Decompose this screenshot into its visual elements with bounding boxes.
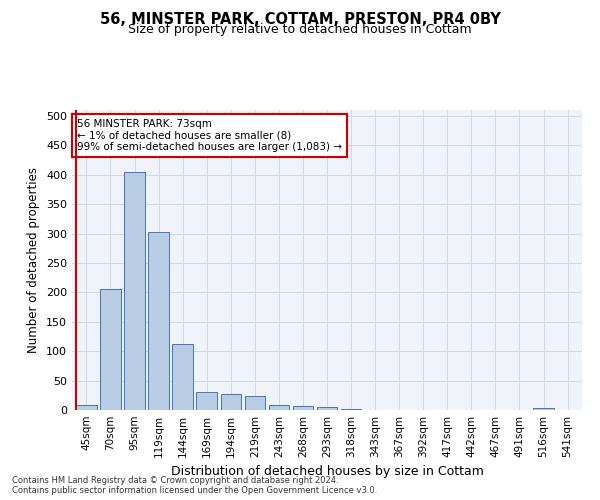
X-axis label: Distribution of detached houses by size in Cottam: Distribution of detached houses by size … [170, 466, 484, 478]
Bar [148, 232, 169, 410]
Bar [317, 407, 337, 410]
Bar [269, 406, 289, 410]
Text: Contains public sector information licensed under the Open Government Licence v3: Contains public sector information licen… [12, 486, 377, 495]
Bar [293, 406, 313, 410]
Bar [76, 406, 97, 410]
Bar [172, 344, 193, 410]
Bar [196, 392, 217, 410]
Text: 56, MINSTER PARK, COTTAM, PRESTON, PR4 0BY: 56, MINSTER PARK, COTTAM, PRESTON, PR4 0… [100, 12, 500, 28]
Bar [245, 396, 265, 410]
Bar [100, 290, 121, 410]
Bar [221, 394, 241, 410]
Text: Size of property relative to detached houses in Cottam: Size of property relative to detached ho… [128, 22, 472, 36]
Text: Contains HM Land Registry data © Crown copyright and database right 2024.: Contains HM Land Registry data © Crown c… [12, 476, 338, 485]
Bar [124, 172, 145, 410]
Text: 56 MINSTER PARK: 73sqm
← 1% of detached houses are smaller (8)
99% of semi-detac: 56 MINSTER PARK: 73sqm ← 1% of detached … [77, 119, 342, 152]
Y-axis label: Number of detached properties: Number of detached properties [28, 167, 40, 353]
Bar [533, 408, 554, 410]
